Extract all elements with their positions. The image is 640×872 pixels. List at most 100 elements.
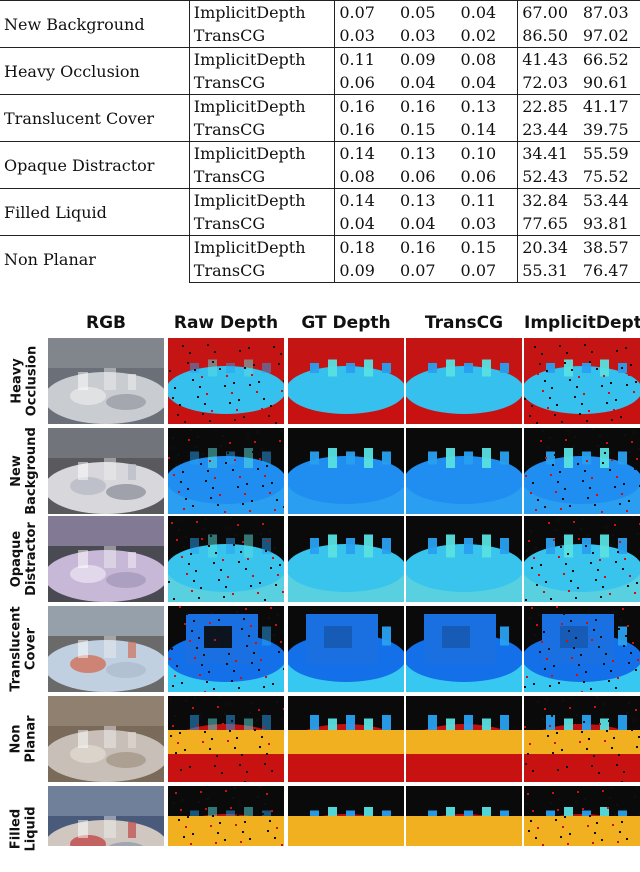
depth-map-image — [168, 696, 284, 782]
depth-map-image — [288, 786, 404, 846]
depth-map-image — [406, 696, 522, 782]
depth-map-image — [406, 786, 522, 846]
row-label-non-planar: Non Planar — [0, 696, 48, 782]
metric-cell: 0.07 — [334, 0, 396, 24]
dataset-cell: Filled Liquid — [0, 188, 190, 236]
column-header-transcg: TransCG — [424, 313, 504, 333]
metric-cell: 0.14 — [334, 141, 396, 165]
depth-map-image — [406, 606, 522, 692]
metric-cell: 66.52 — [578, 47, 640, 71]
dataset-cell: Heavy Occlusion — [0, 47, 190, 95]
metric-cell: 72.03 — [522, 73, 568, 92]
metric-cell: 53.44 — [578, 188, 640, 212]
metric-cell: 93.81 — [582, 214, 629, 233]
metric-cell: 39.75 — [582, 120, 629, 139]
row-label-text: Heavy Occlusion — [9, 345, 39, 417]
row-label-opaque-distractor: Opaque Distractor — [0, 516, 48, 602]
method-cell: ImplicitDepth — [189, 235, 336, 259]
metric-cell: 0.13 — [395, 188, 457, 212]
method-cell: TransCG — [189, 118, 336, 142]
metric-cell: 0.16 — [395, 94, 457, 118]
row-label-new-background: New Background — [0, 427, 48, 515]
dataset-cell: Translucent Cover — [0, 94, 190, 142]
metric-cell: 0.04 — [339, 214, 375, 233]
depth-map-image — [288, 338, 404, 424]
table-row: New Background ImplicitDepth 0.07 0.05 0.04 6… — [0, 0, 640, 48]
metric-cell: 55.59 — [578, 141, 640, 165]
metric-cell: 22.85 — [517, 94, 579, 118]
metric-cell: 0.14 — [456, 118, 519, 142]
depth-map-image — [524, 516, 640, 602]
method-cell: ImplicitDepth — [189, 141, 336, 165]
method-cell: ImplicitDepth — [189, 94, 336, 118]
metric-cell: 0.04 — [399, 214, 436, 233]
method-cell: TransCG — [189, 71, 336, 95]
metric-cell: 0.13 — [395, 141, 457, 165]
depth-map-image — [524, 338, 640, 424]
depth-map-image — [524, 606, 640, 692]
metric-cell: 87.03 — [578, 0, 640, 24]
metric-cell: 55.31 — [517, 259, 579, 283]
metric-cell: 0.04 — [456, 0, 519, 24]
metric-cell: 52.43 — [522, 167, 568, 186]
depth-map-image — [288, 516, 404, 602]
column-header-raw-depth: Raw Depth — [173, 313, 279, 333]
dataset-cell: Opaque Distractor — [0, 141, 190, 189]
depth-map-image — [524, 428, 640, 514]
depth-map-image — [288, 428, 404, 514]
table-row: Opaque Distractor ImplicitDepth 0.14 0.13 0.… — [0, 141, 640, 189]
method-cell: TransCG — [189, 212, 336, 236]
metric-cell: 0.16 — [339, 120, 375, 139]
method-cell: TransCG — [189, 24, 336, 48]
metric-cell: 23.44 — [522, 120, 568, 139]
table-row: Filled Liquid ImplicitDepth 0.14 0.13 0.11 32… — [0, 188, 640, 236]
metric-cell: 77.65 — [522, 214, 568, 233]
metric-cell: 0.09 — [395, 47, 457, 71]
depth-map-image — [288, 606, 404, 692]
metric-cell: 0.05 — [395, 0, 457, 24]
metric-cell: 75.52 — [582, 167, 629, 186]
metric-cell: 32.84 — [517, 188, 579, 212]
metric-cell: 0.06 — [339, 73, 375, 92]
table-row: Non Planar ImplicitDepth 0.18 0.16 0.15 20.34… — [0, 235, 640, 283]
rgb-image — [48, 786, 164, 846]
column-header-gt-depth: GT Depth — [301, 313, 391, 333]
metric-cell: 0.18 — [334, 235, 396, 259]
metric-cell: 0.14 — [334, 188, 396, 212]
metric-cell: 0.03 — [456, 212, 519, 236]
row-label-text: New Background — [9, 427, 39, 515]
table-row: Heavy Occlusion ImplicitDepth 0.11 0.09 0.08… — [0, 47, 640, 95]
metric-cell: 76.47 — [578, 259, 640, 283]
depth-map-image — [168, 428, 284, 514]
qualitative-figure: RGB Raw Depth GT Depth TransCG ImplicitDept h… — [0, 310, 640, 852]
metric-cell: 34.41 — [517, 141, 579, 165]
depth-map-image — [168, 786, 284, 846]
depth-map-image — [288, 696, 404, 782]
row-label-translucent-cover: Translucent Cover — [0, 606, 48, 692]
metric-cell: 0.08 — [339, 167, 375, 186]
depth-map-image — [406, 516, 522, 602]
metric-cell: 0.03 — [399, 26, 436, 45]
metric-cell: 67.00 — [517, 0, 579, 24]
metric-cell: 0.11 — [456, 188, 519, 212]
metric-cell: 97.02 — [582, 26, 629, 45]
metric-cell: 0.16 — [334, 94, 396, 118]
metric-cell: 0.02 — [456, 24, 519, 48]
depth-map-image — [168, 338, 284, 424]
metric-cell: 0.15 — [399, 120, 436, 139]
metric-cell: 41.17 — [578, 94, 640, 118]
metric-cell: 38.57 — [578, 235, 640, 259]
metric-cell: 0.04 — [399, 73, 436, 92]
metric-cell: 0.03 — [339, 26, 375, 45]
results-table-region: New Background ImplicitDepth 0.07 0.05 0.04 6… — [0, 0, 640, 290]
method-cell: ImplicitDepth — [189, 188, 336, 212]
row-label-text: Opaque Distractor — [9, 522, 39, 596]
rgb-image — [48, 516, 164, 602]
row-label-text: Filled Liquid — [9, 806, 39, 852]
column-header-implicitdepth: ImplicitDepth — [524, 313, 640, 333]
